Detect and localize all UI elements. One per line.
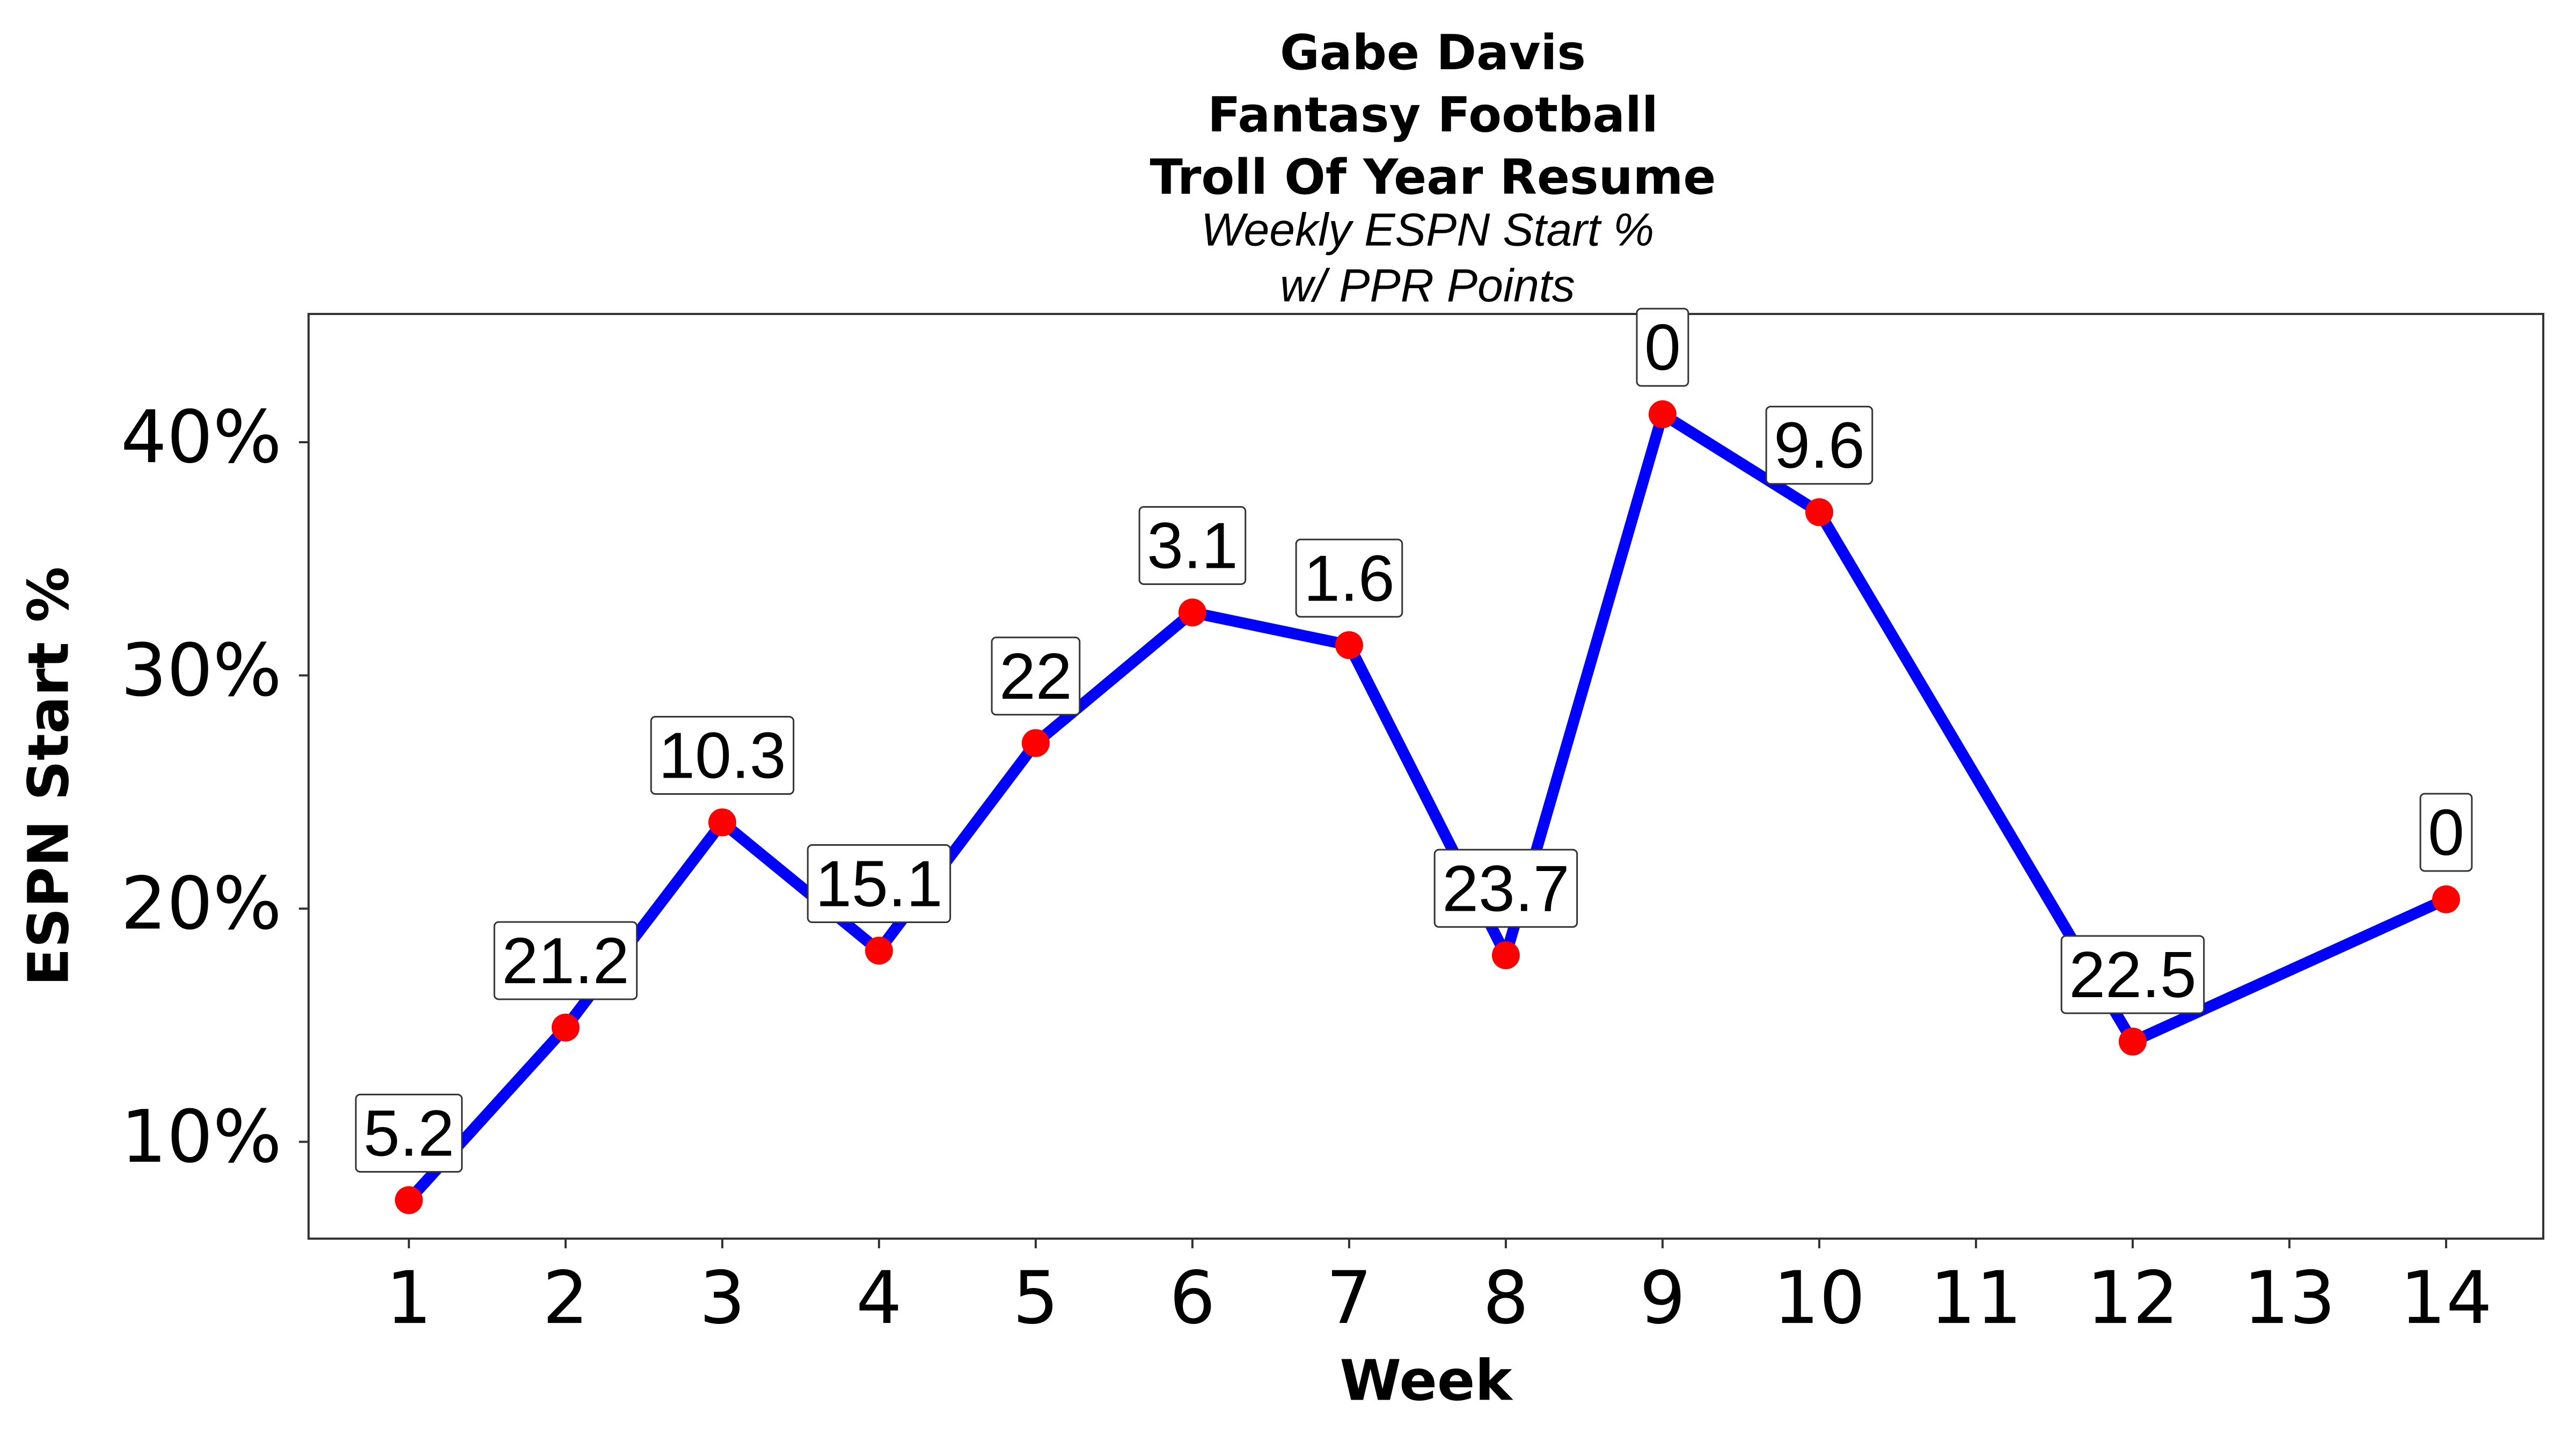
point-label-box	[493, 921, 638, 1000]
x-tick-label: 8	[1483, 1256, 1529, 1340]
point-label-text: 0	[1644, 311, 1681, 384]
x-tick-label: 4	[856, 1256, 902, 1340]
x-tick-label: 6	[1169, 1256, 1216, 1340]
point	[1648, 400, 1677, 428]
x-tick-label: 10	[1773, 1256, 1865, 1340]
point-label-box	[1295, 538, 1403, 618]
point-label-box	[2419, 793, 2473, 872]
x-tick-label: 12	[2087, 1256, 2179, 1340]
chart-subtitle: w/ PPR Points	[1280, 260, 1575, 312]
x-tick-label: 11	[1930, 1256, 2022, 1340]
x-tick-label: 3	[699, 1256, 745, 1340]
point-label-text: 3.1	[1147, 509, 1238, 582]
point-label-box	[2060, 935, 2205, 1014]
point-label-box	[650, 716, 795, 795]
point-label-text: 23.7	[1442, 852, 1569, 925]
chart-subtitle: Weekly ESPN Start %	[1201, 204, 1654, 256]
point	[394, 1186, 423, 1214]
point-label-text: 21.2	[502, 924, 629, 997]
point	[1491, 941, 1520, 970]
point-label-text: 15.1	[815, 847, 942, 920]
point-label-box	[355, 1094, 463, 1173]
point	[708, 808, 736, 837]
point-label-box	[1138, 506, 1247, 585]
point-label-text: 9.6	[1774, 409, 1865, 482]
point-label: 0	[2419, 793, 2473, 872]
point-label-box	[1636, 308, 1689, 387]
point	[865, 936, 893, 965]
point-label: 22.5	[2060, 935, 2205, 1014]
point-label: 9.6	[1765, 406, 1874, 485]
point-label: 5.2	[355, 1094, 463, 1173]
point-label: 1.6	[1295, 538, 1403, 618]
y-tick-label: 20%	[121, 861, 282, 946]
point-label-text: 1.6	[1304, 541, 1395, 614]
x-tick-label: 14	[2400, 1256, 2492, 1340]
point	[551, 1013, 580, 1042]
chart-title: Gabe Davis	[1280, 25, 1586, 81]
x-tick-label: 13	[2243, 1256, 2336, 1340]
point-label-text: 10.3	[658, 719, 786, 792]
point	[1021, 729, 1050, 757]
y-tick-label: 40%	[121, 395, 282, 479]
plot-frame	[308, 313, 2544, 1240]
point-label-box	[1433, 848, 1578, 928]
point-label-text: 22.5	[2069, 938, 2196, 1011]
chart-title: Fantasy Football	[1208, 87, 1658, 143]
point-label: 15.1	[807, 844, 952, 924]
point-label: 10.3	[650, 716, 795, 795]
point-label-text: 0	[2428, 796, 2464, 869]
point-label-box	[991, 636, 1081, 716]
point-label: 3.1	[1138, 506, 1247, 585]
point	[1805, 498, 1833, 526]
point-label-box	[1765, 406, 1874, 485]
point	[1335, 631, 1363, 660]
point-label: 22	[991, 636, 1081, 716]
x-tick-label: 5	[1013, 1256, 1059, 1340]
series-line	[405, 408, 2449, 1204]
chart-title: Troll Of Year Resume	[1150, 149, 1716, 206]
point-label: 21.2	[493, 921, 638, 1000]
point	[1178, 598, 1206, 627]
point-label-text: 22	[999, 640, 1072, 713]
x-tick-label: 2	[543, 1256, 589, 1340]
point-label-text: 5.2	[363, 1097, 455, 1170]
x-tick-label: 7	[1326, 1256, 1372, 1340]
x-tick-label: 9	[1640, 1256, 1686, 1340]
point-label: 23.7	[1433, 848, 1578, 928]
x-axis-title: Week	[1340, 1348, 1513, 1413]
y-tick-label: 10%	[121, 1095, 282, 1179]
point	[2118, 1027, 2147, 1056]
x-tick-label: 1	[386, 1256, 432, 1340]
y-axis-title: ESPN Start %	[16, 567, 81, 986]
point-label: 0	[1636, 308, 1689, 387]
point	[2432, 885, 2460, 913]
y-tick-label: 30%	[121, 628, 282, 713]
point-label-box	[807, 844, 952, 924]
